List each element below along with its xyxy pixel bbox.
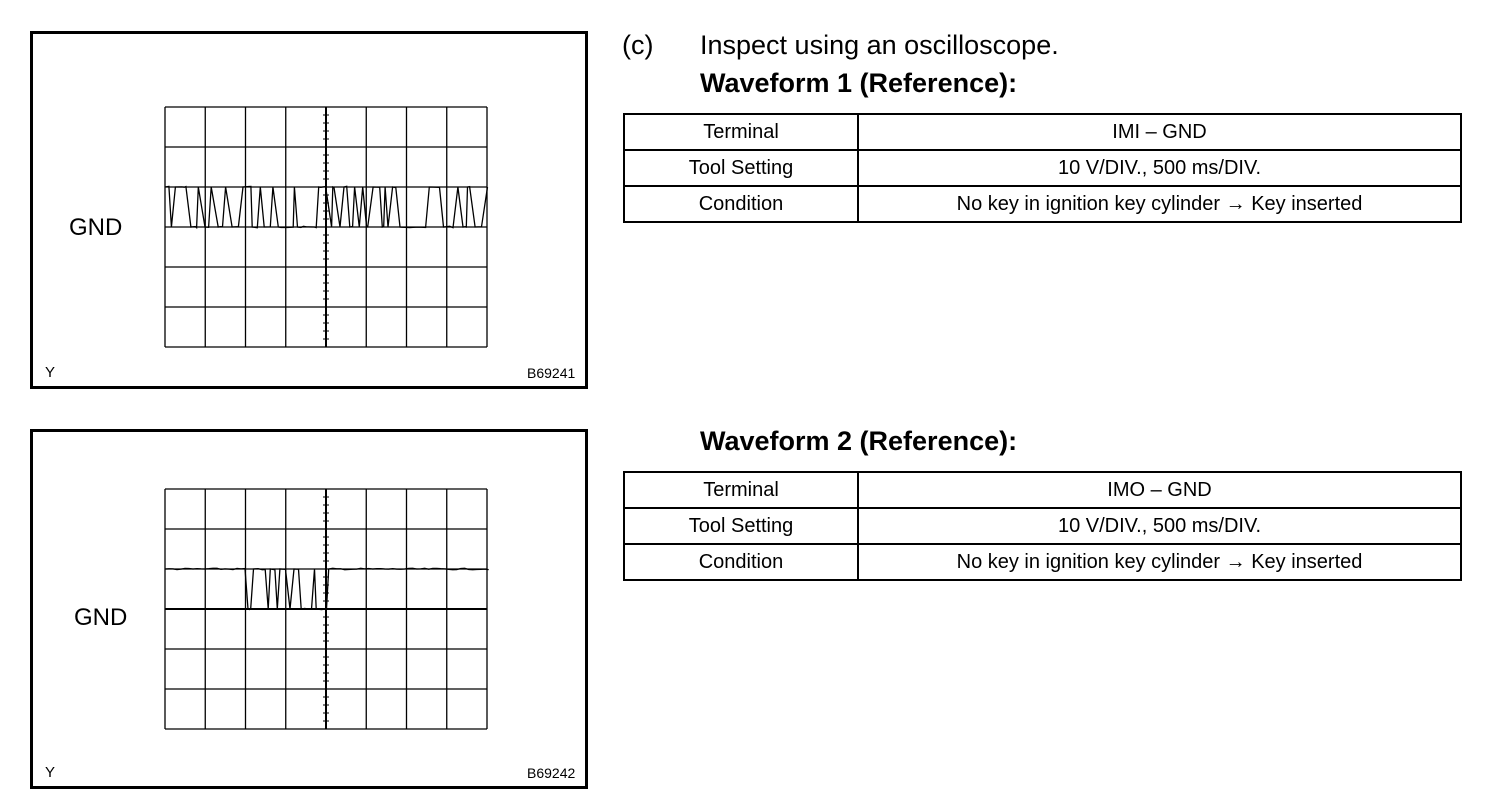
cell: Condition [623, 543, 859, 581]
waveform-1-figure: GND Y B69241 [30, 31, 588, 389]
table-row: Terminal IMO – GND [623, 471, 1462, 509]
cell: IMI – GND [857, 113, 1462, 151]
waveform-trace [164, 185, 489, 230]
table-row: Condition No key in ignition key cylinder… [623, 185, 1462, 223]
axis-label: Y [45, 364, 56, 381]
step-marker: (c) [622, 30, 654, 60]
waveform-2-figure: GND Y B69242 [30, 429, 588, 789]
figure-code: B69241 [527, 365, 576, 381]
cell: IMO – GND [857, 471, 1462, 509]
cell: Tool Setting [623, 149, 859, 187]
gnd-label: GND [74, 604, 128, 631]
table-row: Terminal IMI – GND [623, 113, 1462, 151]
cell: Terminal [623, 113, 859, 151]
waveform-2-table: Terminal IMO – GND Tool Setting 10 V/DIV.,… [623, 471, 1462, 581]
cell: 10 V/DIV., 500 ms/DIV. [857, 507, 1462, 545]
cell: 10 V/DIV., 500 ms/DIV. [857, 149, 1462, 187]
cell: No key in ignition key cylinder → Key in… [857, 185, 1462, 223]
cell: No key in ignition key cylinder → Key in… [857, 543, 1462, 581]
figure-code: B69242 [527, 765, 576, 781]
axis-label: Y [45, 764, 56, 781]
step-text: Inspect using an oscilloscope. [700, 30, 1059, 60]
oscilloscope-grid-2 [164, 488, 489, 730]
cell: Terminal [623, 471, 859, 509]
cell: Tool Setting [623, 507, 859, 545]
table-row: Tool Setting 10 V/DIV., 500 ms/DIV. [623, 507, 1462, 545]
table-row: Condition No key in ignition key cylinder… [623, 543, 1462, 581]
waveform-1-table: Terminal IMI – GND Tool Setting 10 V/DIV.,… [623, 113, 1462, 223]
oscilloscope-grid-1 [164, 106, 489, 348]
waveform-1-heading: Waveform 1 (Reference): [700, 68, 1018, 98]
gnd-label: GND [69, 214, 123, 241]
table-row: Tool Setting 10 V/DIV., 500 ms/DIV. [623, 149, 1462, 187]
waveform-2-heading: Waveform 2 (Reference): [700, 426, 1018, 456]
cell: Condition [623, 185, 859, 223]
waveform-trace [164, 567, 489, 611]
